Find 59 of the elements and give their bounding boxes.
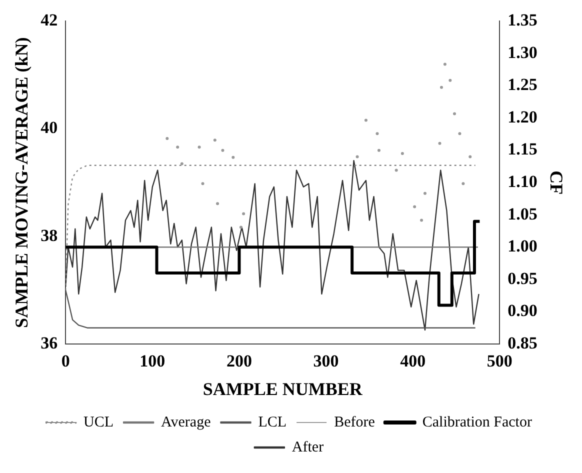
y2-tick-label: 1.30 [508,42,538,62]
point [400,152,404,156]
x-tick-label: 500 [486,352,512,371]
point [239,226,242,229]
legend-label: After [292,439,324,456]
y-tick-label: 42 [40,10,58,30]
x-tick-label: 0 [61,352,70,371]
point [423,192,426,195]
y2-tick-label: 1.15 [508,140,538,159]
x-tick-label: 400 [400,352,426,371]
y-tick-label: 38 [40,226,58,245]
point [198,146,201,149]
point [440,86,443,89]
x-tick-label: 300 [313,352,339,371]
y2-axis-title: CF [546,170,567,195]
legend-label: Calibration Factor [422,414,532,430]
x-tick-label: 100 [140,352,166,371]
legend-label: Before [334,414,376,430]
point [413,205,416,208]
x-axis-title: SAMPLE NUMBER [202,378,364,399]
line-series [66,164,476,291]
point [394,168,398,172]
y2-tick-label: 0.85 [508,333,538,352]
y2-tick-label: 0.90 [508,301,538,320]
point [242,212,246,216]
point [468,155,472,158]
y2-tick-label: 1.10 [508,172,538,191]
y2-tick-label: 1.05 [508,204,538,224]
y-tick-label: 40 [40,118,58,138]
point [221,148,224,152]
y-axis-title: SAMPLE MOVING-AVERAGE (kN) [11,37,32,328]
point [356,155,359,158]
y-tick-label: 36 [40,333,58,352]
point [453,112,456,116]
x-tick-label: 200 [226,352,252,371]
y2-tick-label: 1.00 [508,236,538,256]
point [377,148,380,152]
legend-label: LCL [258,414,287,430]
y2-tick-label: 1.25 [508,75,538,94]
point [458,132,462,136]
y2-tick-label: 1.20 [508,107,538,126]
point [443,62,446,66]
legend-label: UCL [84,414,114,430]
y2-tick-label: 1.35 [508,10,538,30]
point [216,202,220,206]
point [420,218,424,222]
point [201,182,204,186]
point [213,138,216,142]
legend-label: Average [161,414,212,430]
point [448,78,452,82]
point [376,132,379,136]
point [176,146,180,149]
y2-tick-label: 0.95 [508,268,538,288]
point [364,118,368,122]
point [438,142,442,145]
point [462,182,465,186]
point [180,162,184,166]
point [166,136,169,140]
point [232,156,235,159]
